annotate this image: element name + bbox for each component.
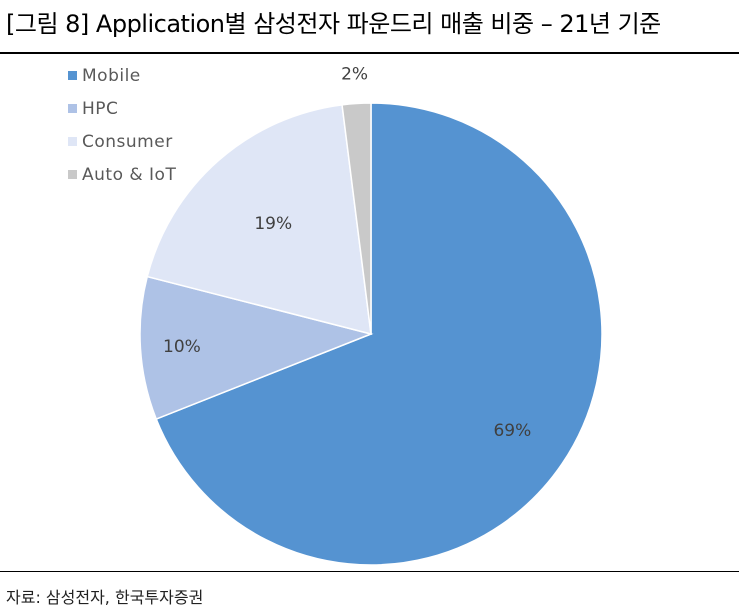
data-label-hpc: 10% <box>163 337 201 357</box>
pie-slice-mobile <box>155 102 603 566</box>
legend-label-consumer: Consumer <box>82 132 173 152</box>
legend-swatch-consumer <box>68 137 77 146</box>
page-title: [그림 8] Application별 삼성전자 파운드리 매출 비중 – 21… <box>6 10 661 38</box>
title-rule <box>0 52 739 54</box>
chart-legend: Mobile HPC Consumer Auto & IoT <box>68 66 176 185</box>
data-label-auto-iot: 2% <box>341 64 368 84</box>
source-rule <box>0 571 739 572</box>
legend-label-auto-iot: Auto & IoT <box>82 165 176 185</box>
legend-swatch-hpc <box>68 104 77 113</box>
legend-label-hpc: HPC <box>82 99 118 119</box>
legend-swatch-mobile <box>68 71 77 80</box>
source-note: 자료: 삼성전자, 한국투자증권 <box>6 588 204 607</box>
pie-slices <box>139 102 603 566</box>
data-label-consumer: 19% <box>254 214 292 234</box>
pie-slice-consumer <box>146 103 372 336</box>
pie-slice-hpc <box>139 275 374 421</box>
pie-chart: 69% 10% 19% 2% Mobile HPC Consumer Auto & IoT <box>68 64 603 566</box>
legend-label-mobile: Mobile <box>82 66 141 86</box>
pie-slice-auto-iot <box>341 102 372 335</box>
data-label-mobile: 69% <box>493 421 531 441</box>
legend-swatch-auto-iot <box>68 170 77 179</box>
pie-value-labels: 69% 10% 19% 2% <box>163 64 531 441</box>
